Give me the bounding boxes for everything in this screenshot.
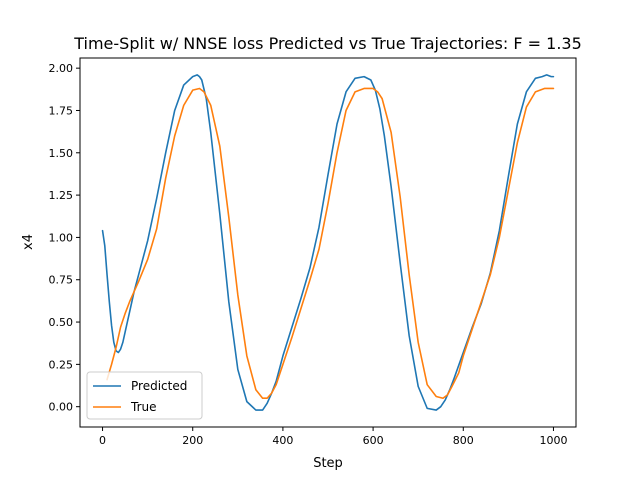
series-line-predicted: [101, 74, 555, 411]
legend: Predicted True: [86, 371, 203, 420]
y-tick-label: 1.75: [49, 104, 74, 117]
x-tick-label: 1000: [539, 434, 567, 447]
plot-frame: [79, 57, 577, 428]
x-tick-label: 600: [363, 434, 384, 447]
y-tick-label: 0.25: [49, 358, 74, 371]
y-axis-label: x4: [21, 234, 36, 250]
y-tick-label: 1.00: [49, 231, 74, 244]
x-tick-label: 400: [272, 434, 293, 447]
y-axis: 0.00 0.25 0.50 0.75 1.00 1.25 1.50 1.75 2.00: [49, 62, 80, 414]
y-tick-label: 0.75: [49, 274, 74, 287]
y-tick-label: 0.00: [49, 401, 74, 414]
x-tick-label: 200: [182, 434, 203, 447]
series-line-true: [106, 87, 555, 400]
legend-label-true: True: [130, 400, 157, 414]
plot-series: [101, 74, 555, 411]
y-tick-label: 1.50: [49, 147, 74, 160]
legend-label-predicted: Predicted: [131, 379, 187, 393]
x-axis: 0 200 400 600 800 1000: [99, 427, 567, 447]
y-tick-label: 1.25: [49, 189, 74, 202]
y-tick-label: 0.50: [49, 316, 74, 329]
x-tick-label: 800: [453, 434, 474, 447]
x-tick-label: 0: [99, 434, 106, 447]
x-axis-label: Step: [313, 456, 343, 471]
chart-title: Time-Split w/ NNSE loss Predicted vs Tru…: [73, 34, 582, 53]
y-tick-label: 2.00: [49, 62, 74, 75]
